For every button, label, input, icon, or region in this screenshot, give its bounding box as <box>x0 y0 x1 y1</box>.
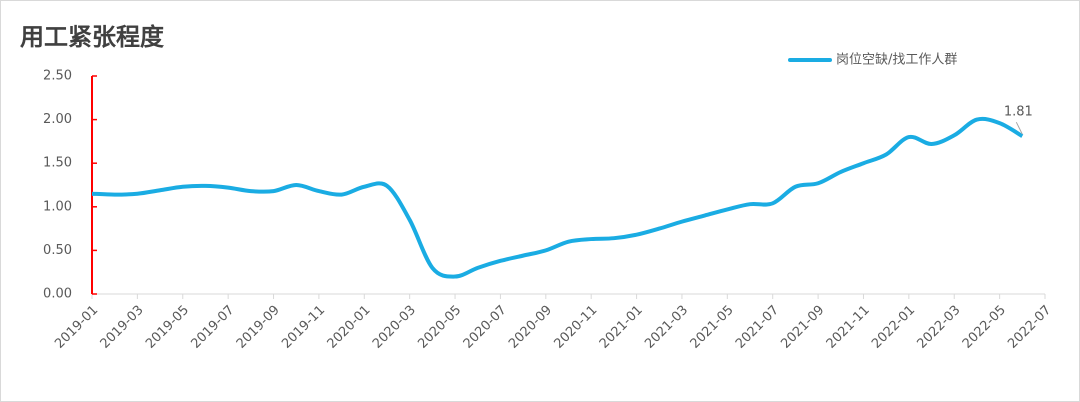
label-leader <box>1015 121 1023 135</box>
chart-title: 用工紧张程度 <box>20 23 165 51</box>
data-label: 1.81 <box>1004 105 1033 120</box>
y-tick-label: 0.00 <box>43 287 72 302</box>
y-tick-label: 2.50 <box>43 69 72 84</box>
y-tick-label: 0.50 <box>43 243 72 258</box>
legend-label: 岗位空缺/找工作人群 <box>836 53 957 68</box>
data-line <box>91 116 1024 279</box>
y-tick-label: 1.00 <box>43 199 72 214</box>
y-tick-label: 1.50 <box>43 156 72 171</box>
y-tick-label: 2.00 <box>43 112 72 127</box>
